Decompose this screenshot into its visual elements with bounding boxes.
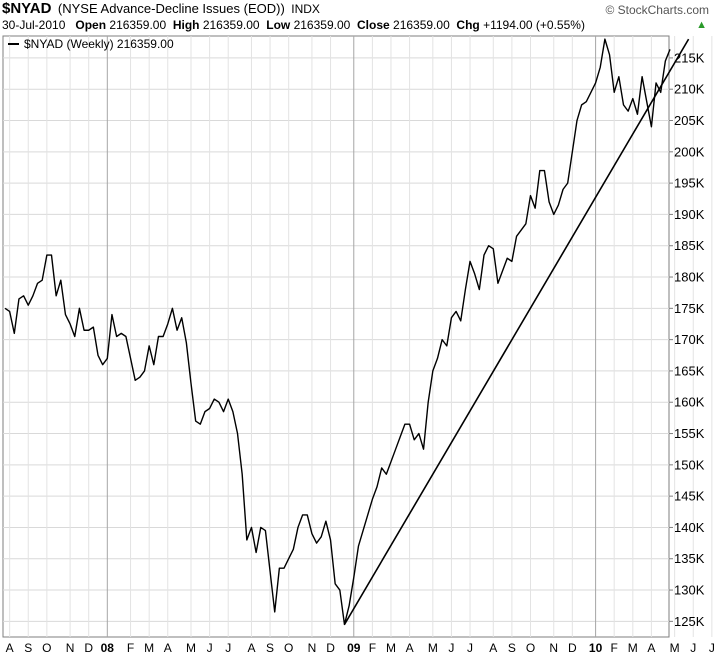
x-tick-label: 10 bbox=[589, 641, 603, 655]
trendline bbox=[343, 38, 690, 625]
y-tick-label: 145K bbox=[674, 489, 705, 504]
x-tick-label: F bbox=[611, 641, 618, 655]
y-tick-label: 165K bbox=[674, 363, 705, 378]
y-tick-label: 170K bbox=[674, 332, 705, 347]
y-axis-labels: 125K 130K 135K 140K 145K 150K 155K 160K 165K 170K… bbox=[674, 50, 705, 628]
x-tick-label: J bbox=[448, 641, 454, 655]
low-value: 216359.00 bbox=[293, 18, 351, 32]
x-tick-label: A bbox=[647, 641, 655, 655]
ohlc-row: 30-Jul-2010 Open 216359.00 High 216359.0… bbox=[2, 18, 585, 34]
exchange-label: INDX bbox=[291, 2, 320, 16]
triangle-up-icon: ▲ bbox=[696, 19, 707, 31]
x-tick-label: M bbox=[428, 641, 438, 655]
y-tick-label: 210K bbox=[674, 82, 705, 97]
x-tick-label: O bbox=[284, 641, 293, 655]
x-tick-label: F bbox=[127, 641, 134, 655]
y-tick-label: 135K bbox=[674, 551, 705, 566]
x-tick-label: A bbox=[406, 641, 414, 655]
x-tick-label: D bbox=[84, 641, 93, 655]
y-tick-label: 200K bbox=[674, 144, 705, 159]
ticker-full-name: (NYSE Advance-Decline Issues (EOD)) bbox=[57, 1, 285, 16]
x-tick-label: A bbox=[6, 641, 14, 655]
quote-date: 30-Jul-2010 bbox=[2, 18, 66, 32]
x-tick-label: A bbox=[164, 641, 172, 655]
x-tick-label: O bbox=[42, 641, 51, 655]
open-label: Open bbox=[75, 18, 107, 32]
x-tick-label: J bbox=[225, 641, 231, 655]
x-tick-label: S bbox=[266, 641, 274, 655]
x-tick-label: 08 bbox=[101, 641, 115, 655]
chg-value: +1194.00 (+0.55%) bbox=[483, 18, 585, 32]
x-axis-labels: A S O N D 08 F M A M J J A S O N D 09 F M A M J J A S O N D 10 F M A M J J bbox=[6, 641, 715, 655]
open-value: 216359.00 bbox=[109, 18, 167, 32]
brand-watermark[interactable]: © StockCharts.com bbox=[605, 3, 709, 17]
y-tick-label: 125K bbox=[674, 614, 705, 629]
x-tick-label: J bbox=[207, 641, 213, 655]
x-tick-label: M bbox=[186, 641, 196, 655]
y-tick-label: 195K bbox=[674, 176, 705, 191]
y-tick-label: 190K bbox=[674, 207, 705, 222]
high-label: High bbox=[172, 18, 200, 32]
y-tick-label: 150K bbox=[674, 457, 705, 472]
x-tick-label: 09 bbox=[347, 641, 361, 655]
y-tick-label: 175K bbox=[674, 301, 705, 316]
y-tick-label: 205K bbox=[674, 113, 705, 128]
high-value: 216359.00 bbox=[202, 18, 260, 32]
y-tick-label: 130K bbox=[674, 583, 705, 598]
legend-label: $NYAD (Weekly) 216359.00 bbox=[24, 37, 174, 51]
y-tick-label: 140K bbox=[674, 520, 705, 535]
x-tick-label: N bbox=[66, 641, 75, 655]
x-tick-label: S bbox=[24, 641, 32, 655]
close-label: Close bbox=[356, 18, 390, 32]
chg-label: Chg bbox=[456, 18, 480, 32]
y-tick-label: 180K bbox=[674, 270, 705, 285]
low-label: Low bbox=[266, 18, 291, 32]
close-value: 216359.00 bbox=[393, 18, 450, 32]
x-tick-label: F bbox=[369, 641, 376, 655]
x-tick-label: M bbox=[386, 641, 396, 655]
y-tick-label: 185K bbox=[674, 238, 705, 253]
plot-area-frame bbox=[2, 35, 670, 638]
x-tick-label: J bbox=[467, 641, 473, 655]
x-tick-label: N bbox=[549, 641, 558, 655]
legend: $NYAD (Weekly) 216359.00 bbox=[8, 37, 174, 51]
x-tick-label: M bbox=[670, 641, 680, 655]
y-tick-label: 215K bbox=[674, 50, 705, 65]
ticker-symbol: $NYAD bbox=[2, 0, 52, 17]
x-tick-label: J bbox=[690, 641, 696, 655]
x-tick-label: D bbox=[568, 641, 577, 655]
x-tick-label: J bbox=[709, 641, 715, 655]
x-tick-label: M bbox=[144, 641, 154, 655]
x-tick-label: M bbox=[628, 641, 638, 655]
chart-title-row: $NYAD (NYSE Advance-Decline Issues (EOD)… bbox=[2, 0, 713, 18]
x-tick-label: O bbox=[526, 641, 535, 655]
x-tick-label: S bbox=[508, 641, 516, 655]
vertical-gridlines bbox=[9, 36, 713, 637]
y-tick-label: 160K bbox=[674, 395, 705, 410]
x-tick-label: A bbox=[489, 641, 497, 655]
x-tick-label: N bbox=[308, 641, 317, 655]
y-tick-label: 155K bbox=[674, 426, 705, 441]
x-tick-label: D bbox=[326, 641, 335, 655]
series-line bbox=[4, 38, 671, 626]
horizontal-gridlines bbox=[3, 57, 673, 622]
x-tick-label: A bbox=[247, 641, 255, 655]
